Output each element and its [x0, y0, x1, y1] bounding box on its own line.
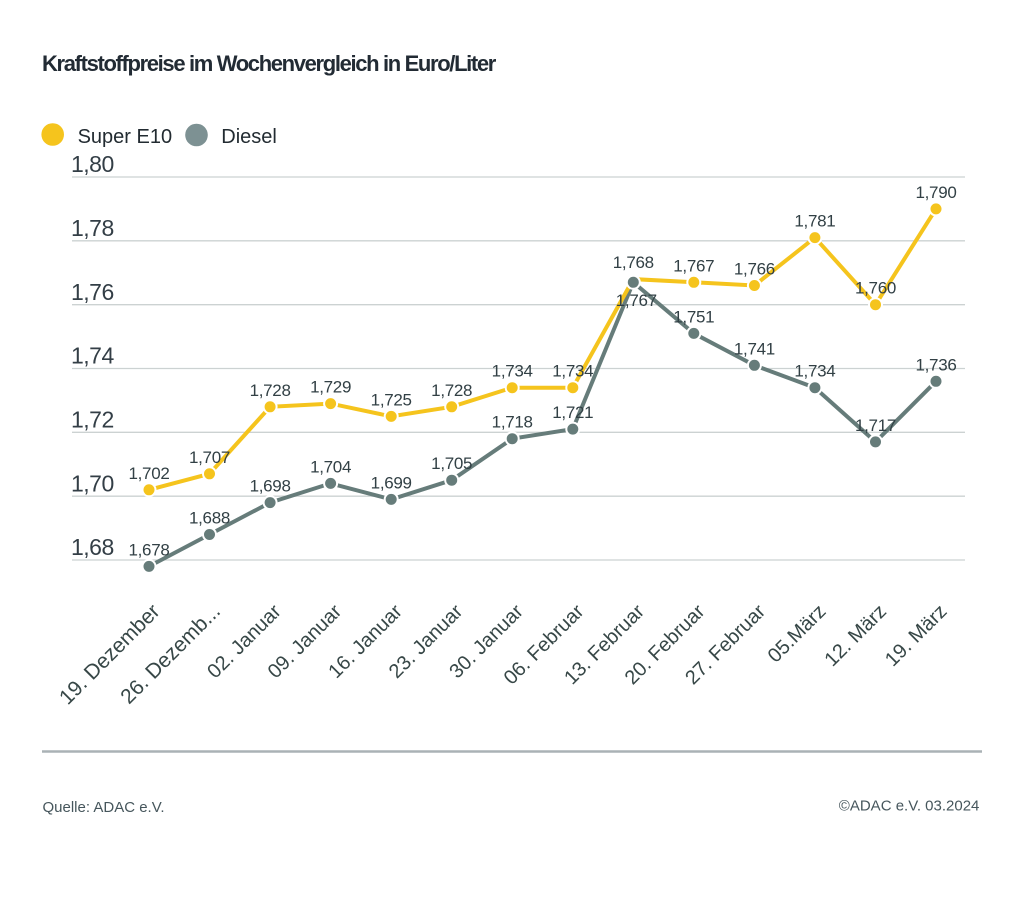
- svg-text:Super E10: Super E10: [78, 126, 173, 148]
- svg-text:1,766: 1,766: [734, 260, 775, 279]
- svg-text:1,725: 1,725: [371, 390, 412, 409]
- svg-text:1,688: 1,688: [189, 509, 230, 528]
- svg-text:1,728: 1,728: [250, 381, 291, 400]
- svg-text:1,699: 1,699: [371, 473, 412, 492]
- svg-text:1,698: 1,698: [250, 477, 291, 496]
- svg-text:1,705: 1,705: [431, 454, 472, 473]
- svg-text:1,768: 1,768: [613, 253, 654, 272]
- svg-text:1,751: 1,751: [673, 307, 714, 326]
- svg-text:Diesel: Diesel: [221, 126, 277, 148]
- svg-text:©ADAC e.V. 03.2024: ©ADAC e.V. 03.2024: [839, 798, 980, 815]
- svg-text:1,790: 1,790: [915, 183, 956, 202]
- svg-text:1,734: 1,734: [492, 362, 533, 381]
- svg-text:1,767: 1,767: [673, 256, 714, 275]
- svg-text:1,717: 1,717: [855, 416, 896, 435]
- svg-text:Quelle: ADAC e.V.: Quelle: ADAC e.V.: [43, 799, 165, 816]
- svg-text:1,729: 1,729: [310, 378, 351, 397]
- svg-text:1,721: 1,721: [552, 403, 593, 422]
- svg-text:1,736: 1,736: [915, 355, 956, 374]
- svg-text:1,728: 1,728: [431, 381, 472, 400]
- svg-text:1,76: 1,76: [71, 279, 114, 305]
- svg-text:1,718: 1,718: [492, 413, 533, 432]
- svg-text:1,68: 1,68: [71, 534, 114, 560]
- svg-text:1,704: 1,704: [310, 457, 351, 476]
- svg-text:1,74: 1,74: [71, 343, 114, 369]
- svg-text:1,781: 1,781: [794, 212, 835, 231]
- svg-text:1,767: 1,767: [616, 291, 657, 310]
- svg-text:1,741: 1,741: [734, 339, 775, 358]
- svg-text:1,734: 1,734: [794, 362, 835, 381]
- svg-text:1,678: 1,678: [128, 540, 169, 559]
- svg-text:1,760: 1,760: [855, 279, 896, 298]
- svg-text:1,702: 1,702: [128, 464, 169, 483]
- svg-text:1,734: 1,734: [552, 362, 593, 381]
- svg-text:1,78: 1,78: [71, 215, 114, 241]
- svg-text:1,80: 1,80: [71, 151, 114, 177]
- svg-text:1,707: 1,707: [189, 448, 230, 467]
- svg-text:1,72: 1,72: [71, 407, 114, 433]
- svg-text:Kraftstoffpreise im Wochenverg: Kraftstoffpreise im Wochenvergleich in E…: [42, 51, 497, 76]
- svg-text:1,70: 1,70: [71, 470, 114, 496]
